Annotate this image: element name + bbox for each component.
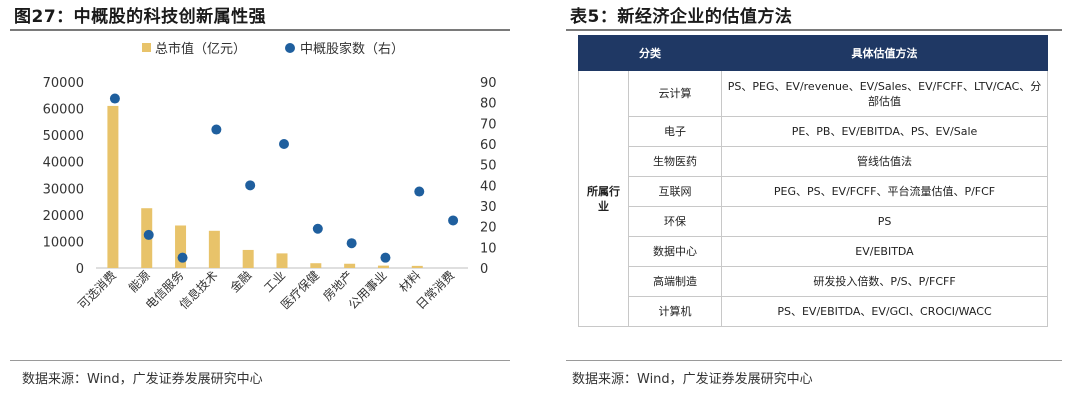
chart-legend: 总市值（亿元） 中概股家数（右） (142, 41, 404, 57)
category-label: 材料 (397, 268, 424, 295)
y-left-tick: 10000 (43, 235, 84, 250)
table-row: 高端制造 研发投入倍数、P/S、P/FCFF (579, 266, 1048, 297)
bar-2 (175, 225, 187, 268)
chart-source: 数据来源：Wind，广发证券发展研究中心 (22, 372, 263, 387)
row-category: 互联网 (628, 176, 722, 207)
y-right-tick: 80 (480, 97, 497, 112)
bar-series (107, 105, 423, 269)
row-category: 云计算 (628, 70, 722, 117)
y-left-tick: 50000 (43, 129, 84, 144)
row-method: PE、PB、EV/EBITDA、PS、EV/Sale (721, 116, 1048, 147)
y-right-tick: 40 (480, 179, 497, 194)
y-left-tick: 60000 (43, 103, 84, 118)
table-source-divider (566, 360, 1062, 361)
bar-5 (276, 253, 288, 268)
dot-7 (346, 238, 357, 249)
chart-title: 图27：中概股的科技创新属性强 (14, 7, 267, 27)
table-row: 所属行业 云计算 PS、PEG、EV/revenue、EV/Sales、EV/FCF… (578, 70, 1048, 327)
bar-4 (242, 249, 254, 268)
row-category: 计算机 (628, 296, 722, 327)
table-row: 电子 PE、PB、EV/EBITDA、PS、EV/Sale (579, 116, 1048, 147)
y-right-tick: 50 (480, 159, 497, 174)
row-method: PS、EV/EBITDA、EV/GCI、CROCI/WACC (721, 296, 1048, 327)
row-category: 高端制造 (628, 266, 722, 297)
y-left-tick: 0 (76, 262, 84, 277)
dot-0 (109, 93, 120, 104)
dot-6 (312, 223, 323, 234)
table-title: 表5：新经济企业的估值方法 (570, 7, 793, 27)
row-category: 环保 (628, 206, 722, 237)
table-header-row: 分类 具体估值方法 (578, 35, 1048, 71)
legend-swatch-bar (142, 43, 151, 52)
row-method: 研发投入倍数、P/S、P/FCFF (721, 266, 1048, 297)
y-right-tick: 0 (480, 262, 488, 277)
row-method: PS、PEG、EV/revenue、EV/Sales、EV/FCFF、LTV/C… (721, 70, 1048, 117)
y-right-tick: 90 (480, 76, 497, 91)
source-divider (10, 360, 510, 361)
dot-5 (279, 139, 289, 149)
y-left-tick: 70000 (43, 76, 84, 91)
y-left-tick: 20000 (43, 209, 84, 224)
y-left-tick: 30000 (43, 182, 84, 197)
dot-10 (448, 215, 459, 226)
chart-area: 总市值（亿元） 中概股家数（右） 010000200003000040000500… (43, 41, 497, 313)
table-row: 计算机 PS、EV/EBITDA、EV/GCI、CROCI/WACC (579, 296, 1048, 327)
y-left-tick: 40000 (43, 156, 84, 171)
table-title-divider (566, 29, 1062, 31)
row-method: PEG、PS、EV/FCFF、平台流量估值、P/FCF (721, 176, 1048, 207)
legend-marker-dot (285, 43, 295, 53)
group-label: 所属行业 (578, 70, 629, 327)
row-category: 生物医药 (628, 146, 722, 177)
table-row: 环保 PS (579, 206, 1048, 237)
y-right-tick: 70 (480, 117, 497, 132)
bar-7 (344, 263, 356, 268)
table-row: 互联网 PEG、PS、EV/FCFF、平台流量估值、P/FCF (579, 176, 1048, 207)
table-row: 数据中心 EV/EBITDA (579, 236, 1048, 267)
y-right-tick: 30 (480, 200, 497, 215)
category-label: 工业 (261, 268, 288, 295)
y-right-tick: 60 (480, 138, 497, 153)
chart-axes: 0 10000 20000 30000 40000 50000 60000 70000 0 10 2… (43, 76, 497, 277)
y-right-tick: 20 (480, 221, 497, 236)
category-label: 金融 (227, 268, 255, 296)
bar-3 (208, 230, 220, 268)
bar-0 (107, 105, 119, 269)
header-category: 分类 (578, 35, 722, 71)
bar-9 (411, 265, 423, 268)
dot-3 (211, 124, 222, 135)
row-method: EV/EBITDA (721, 236, 1048, 267)
dot-4 (245, 180, 256, 191)
dot-8 (380, 252, 391, 263)
dot-1 (143, 229, 154, 240)
y-right-tick: 10 (480, 241, 497, 256)
row-method: 管线估值法 (721, 146, 1048, 177)
table-source: 数据来源：Wind，广发证券发展研究中心 (572, 372, 813, 387)
valuation-table: 分类 具体估值方法 所属行业 云计算 PS、PEG、EV/revenue、EV/Sa… (578, 35, 1048, 327)
category-label: 能源 (126, 268, 153, 295)
table-row: 生物医药 管线估值法 (579, 146, 1048, 177)
row-category: 数据中心 (628, 236, 722, 267)
legend-label-bar: 总市值（亿元） (155, 41, 246, 57)
dot-9 (414, 186, 425, 197)
bar-6 (310, 263, 322, 268)
header-method: 具体估值方法 (721, 35, 1048, 71)
row-method: PS (721, 206, 1048, 237)
title-divider (10, 29, 510, 31)
dot-series (109, 93, 459, 263)
row-category: 电子 (628, 116, 722, 147)
dot-2 (177, 252, 188, 263)
bar-8 (377, 265, 389, 268)
legend-label-dot: 中概股家数（右） (300, 41, 404, 57)
